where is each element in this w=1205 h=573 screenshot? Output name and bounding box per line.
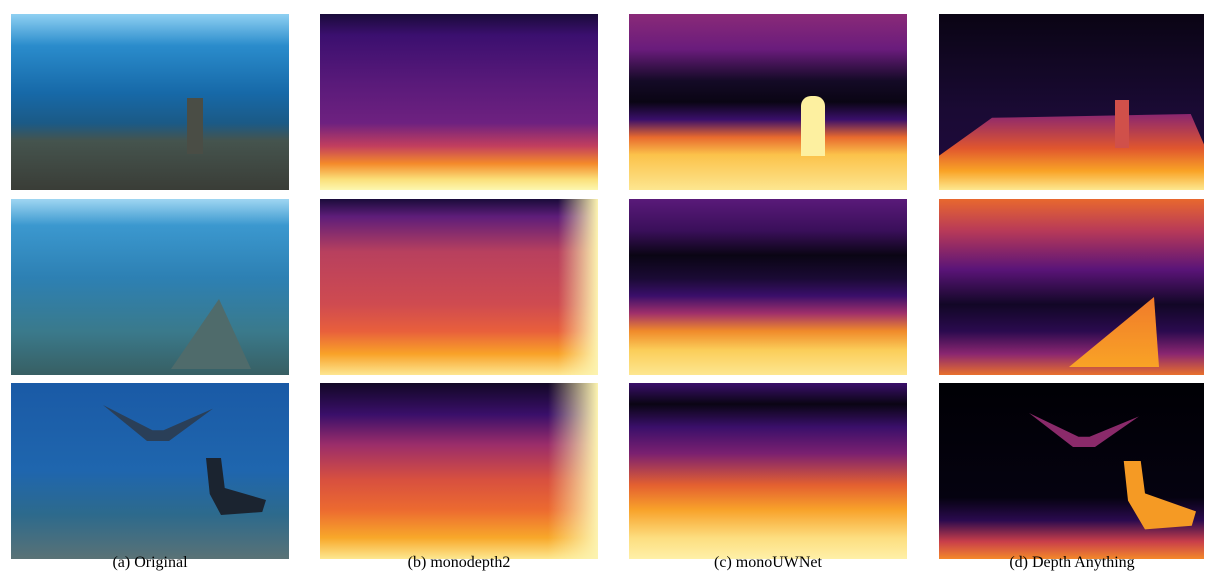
original-image xyxy=(11,383,289,559)
depth-map xyxy=(629,14,907,190)
caption: (b) monodepth2 xyxy=(320,554,598,572)
diver xyxy=(1111,461,1196,533)
depth-map xyxy=(320,14,598,190)
pillar xyxy=(187,98,203,154)
original-image xyxy=(11,14,289,190)
depth-map xyxy=(939,383,1204,559)
depth-map xyxy=(629,199,907,375)
caption: (c) monoUWNet xyxy=(629,554,907,572)
manta xyxy=(1029,413,1139,447)
depth-map xyxy=(320,199,598,375)
depth-region xyxy=(558,199,598,375)
seafloor xyxy=(939,114,1204,190)
caption: (d) Depth Anything xyxy=(933,554,1205,572)
diver xyxy=(191,458,266,518)
depth-region xyxy=(548,383,598,559)
rock xyxy=(171,299,251,369)
rock xyxy=(1069,297,1169,367)
pillar xyxy=(1115,100,1129,148)
depth-map xyxy=(320,383,598,559)
pillar xyxy=(801,96,825,156)
depth-map xyxy=(629,383,907,559)
figure: (a) Original (b) monodepth2 (c) monoUWNe… xyxy=(0,0,1205,573)
caption: (a) Original xyxy=(11,554,289,572)
depth-map xyxy=(939,14,1204,190)
original-image xyxy=(11,199,289,375)
depth-map xyxy=(939,199,1204,375)
manta xyxy=(103,405,213,441)
